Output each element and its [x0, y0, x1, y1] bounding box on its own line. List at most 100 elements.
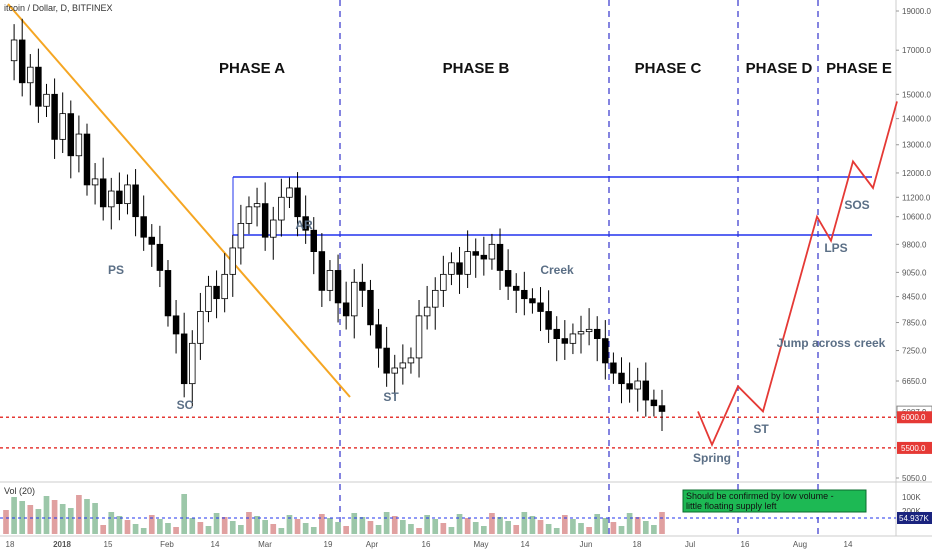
volume-bar: [27, 505, 34, 534]
volume-bar: [270, 524, 277, 534]
note-box: [682, 489, 867, 513]
candle-body: [448, 262, 455, 275]
annotation-label: ST: [383, 390, 399, 404]
candle-body: [326, 270, 334, 291]
volume-bar: [618, 526, 625, 534]
x-tick-label: 15: [104, 540, 113, 549]
volume-bar: [254, 516, 260, 534]
x-tick-label: Apr: [366, 540, 379, 549]
projected-path: [697, 101, 898, 447]
volume-bar: [278, 528, 285, 534]
candle-body: [108, 190, 115, 208]
y-tick-label: 5050.0: [902, 474, 927, 483]
y-tick-label: 8450.0: [902, 293, 927, 302]
x-tick-label: 16: [422, 540, 431, 549]
candle-body: [156, 243, 164, 271]
x-tick-label: 18: [633, 540, 642, 549]
y-tick-label: 17000.0: [902, 46, 931, 55]
volume-bar: [489, 513, 495, 534]
annotation-label: Spring: [693, 451, 731, 465]
candle-body: [43, 93, 50, 107]
volume-bar: [561, 515, 568, 534]
y-tick-label: 12000.0: [902, 169, 931, 178]
candle-body: [124, 184, 131, 205]
candle-body: [537, 302, 544, 312]
candle-body: [334, 270, 342, 304]
candle-body: [512, 285, 520, 291]
x-tick-label: 14: [521, 540, 530, 549]
price-badge: [897, 411, 932, 424]
volume-bar: [610, 522, 617, 534]
volume-bar: [513, 525, 520, 534]
volume-bar: [375, 525, 382, 534]
candle-body: [172, 315, 180, 335]
volume-bar: [205, 526, 212, 534]
volume-bar: [67, 508, 74, 534]
candle-body: [464, 251, 471, 275]
candle-body: [650, 399, 658, 407]
volume-bar: [634, 517, 641, 534]
candle-body: [472, 251, 479, 256]
candle-body: [294, 187, 301, 218]
annotation-label: ST: [753, 422, 769, 436]
volume-bar: [659, 512, 665, 534]
volume-bar: [302, 523, 309, 534]
x-tick-label: 18: [6, 540, 15, 549]
candle-body: [75, 133, 83, 157]
volume-bar: [464, 518, 471, 534]
candle-body: [634, 380, 641, 390]
volume-bar: [221, 517, 228, 534]
volume-bar: [626, 513, 633, 534]
volume-bar: [440, 523, 447, 534]
volume-bar: [92, 503, 98, 534]
annotation-label: PS: [108, 263, 124, 277]
candle-body: [310, 229, 317, 253]
candle-body: [302, 216, 309, 231]
candle-body: [383, 347, 390, 374]
x-tick-label: 19: [324, 540, 333, 549]
volume-bar: [181, 494, 188, 534]
chart-title: itcoin / Dollar, D, BITFINEX: [4, 3, 113, 13]
candle-body: [35, 66, 42, 107]
annotation-label: SOS: [844, 198, 869, 212]
volume-bar: [367, 521, 374, 534]
volume-bar: [238, 525, 244, 534]
x-tick-label: Feb: [160, 540, 174, 549]
volume-bar: [84, 499, 90, 534]
candle-body: [642, 380, 650, 401]
candle-body: [521, 289, 528, 300]
y-tick-label: 9800.0: [902, 240, 927, 249]
candle-body: [59, 113, 66, 140]
volume-bar: [124, 520, 131, 534]
candle-body: [391, 367, 398, 374]
volume-bar: [246, 512, 252, 534]
candle-body: [399, 362, 407, 369]
volume-badge: [897, 512, 932, 524]
volume-bar: [286, 515, 293, 534]
y-tick-label: 7850.0: [902, 319, 927, 328]
phase-label: PHASE D: [746, 60, 813, 77]
candle-body: [148, 236, 156, 245]
candle-body: [504, 270, 512, 287]
volume-bar: [651, 525, 657, 534]
volume-bar: [448, 527, 455, 534]
price-badge-label: 5500.0: [901, 444, 926, 453]
candle-body: [318, 251, 326, 291]
candle-body: [569, 333, 577, 344]
candle-body: [99, 178, 107, 208]
volume-bar: [553, 528, 560, 534]
candle-body: [351, 281, 358, 317]
volume-bar: [602, 518, 609, 534]
x-tick-label: 2018: [53, 540, 71, 549]
price-badge: [897, 441, 932, 454]
volume-bar: [408, 524, 414, 534]
y-tick-label: 9050.0: [902, 268, 927, 277]
x-axis-ticks: 18 2018 15 Feb 14 Mar 19 Apr 16 May 14 Jun 18 Jul 16 Au…: [6, 540, 853, 549]
volume-bar: [116, 516, 123, 534]
candle-body: [602, 338, 609, 364]
volume-bar: [472, 522, 479, 534]
phase-label: PHASE B: [443, 60, 510, 77]
volume-bar: [262, 520, 268, 534]
x-tick-label: Mar: [258, 540, 272, 549]
candle-body: [18, 39, 26, 84]
